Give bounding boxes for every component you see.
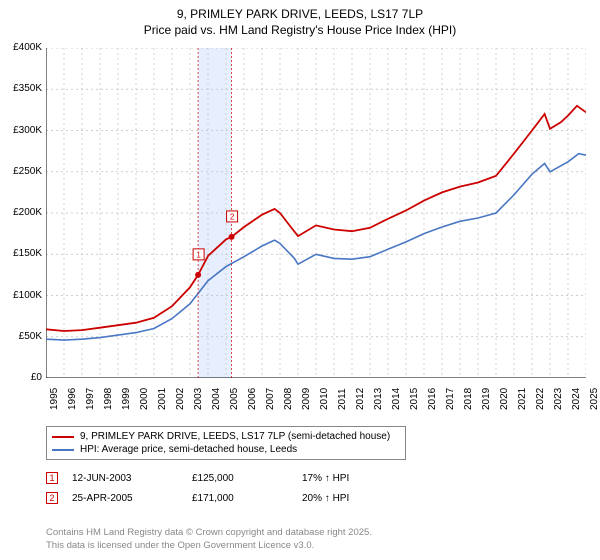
x-tick-label: 1996 bbox=[67, 388, 78, 410]
x-tick-label: 2012 bbox=[355, 388, 366, 410]
y-tick-label: £250K bbox=[2, 166, 42, 177]
x-tick-label: 2009 bbox=[301, 388, 312, 410]
x-tick-label: 2023 bbox=[553, 388, 564, 410]
sale-row: 1 12-JUN-2003£125,00017% ↑ HPI bbox=[46, 468, 382, 488]
legend-swatch bbox=[52, 436, 74, 438]
footer-attribution: Contains HM Land Registry data © Crown c… bbox=[46, 527, 372, 552]
legend-swatch bbox=[52, 449, 74, 451]
x-tick-label: 1998 bbox=[103, 388, 114, 410]
chart-plot-area: 12 bbox=[46, 48, 586, 378]
x-tick-label: 2014 bbox=[391, 388, 402, 410]
y-tick-label: £0 bbox=[2, 372, 42, 383]
title-line-2: Price paid vs. HM Land Registry's House … bbox=[0, 22, 600, 38]
legend-label: HPI: Average price, semi-detached house,… bbox=[80, 444, 297, 455]
y-tick-label: £50K bbox=[2, 331, 42, 342]
x-tick-label: 2002 bbox=[175, 388, 186, 410]
x-tick-label: 2025 bbox=[589, 388, 600, 410]
y-tick-label: £400K bbox=[2, 42, 42, 53]
x-tick-label: 2020 bbox=[499, 388, 510, 410]
legend: 9, PRIMLEY PARK DRIVE, LEEDS, LS17 7LP (… bbox=[46, 426, 406, 460]
x-tick-label: 2018 bbox=[463, 388, 474, 410]
sale-price: £171,000 bbox=[192, 493, 302, 504]
sale-marker-icon: 2 bbox=[46, 492, 58, 504]
x-tick-label: 1999 bbox=[121, 388, 132, 410]
x-tick-label: 2003 bbox=[193, 388, 204, 410]
chart-title: 9, PRIMLEY PARK DRIVE, LEEDS, LS17 7LP P… bbox=[0, 0, 600, 38]
x-tick-label: 2000 bbox=[139, 388, 150, 410]
x-axis-labels: 1995 1996 1997 1998 1999 2000 2001 2002 2003 2004… bbox=[46, 380, 586, 420]
x-tick-label: 2013 bbox=[373, 388, 384, 410]
x-tick-label: 2004 bbox=[211, 388, 222, 410]
x-tick-label: 2024 bbox=[571, 388, 582, 410]
x-tick-label: 2006 bbox=[247, 388, 258, 410]
legend-row: 9, PRIMLEY PARK DRIVE, LEEDS, LS17 7LP (… bbox=[52, 430, 400, 443]
title-line-1: 9, PRIMLEY PARK DRIVE, LEEDS, LS17 7LP bbox=[0, 6, 600, 22]
x-tick-label: 2016 bbox=[427, 388, 438, 410]
sale-price: £125,000 bbox=[192, 473, 302, 484]
x-tick-label: 2019 bbox=[481, 388, 492, 410]
x-tick-label: 2007 bbox=[265, 388, 276, 410]
y-tick-label: £300K bbox=[2, 125, 42, 136]
y-tick-label: £100K bbox=[2, 290, 42, 301]
x-tick-label: 2011 bbox=[337, 388, 348, 410]
x-tick-label: 2010 bbox=[319, 388, 330, 410]
legend-row: HPI: Average price, semi-detached house,… bbox=[52, 443, 400, 456]
footer-line-1: Contains HM Land Registry data © Crown c… bbox=[46, 527, 372, 539]
sale-pct: 20% ↑ HPI bbox=[302, 493, 382, 504]
x-tick-label: 2021 bbox=[517, 388, 528, 410]
footer-line-2: This data is licensed under the Open Gov… bbox=[46, 540, 372, 552]
y-tick-label: £150K bbox=[2, 248, 42, 259]
y-tick-label: £350K bbox=[2, 83, 42, 94]
x-tick-label: 2017 bbox=[445, 388, 456, 410]
sale-pct: 17% ↑ HPI bbox=[302, 473, 382, 484]
x-tick-label: 2022 bbox=[535, 388, 546, 410]
sale-marker-icon: 1 bbox=[46, 472, 58, 484]
x-tick-label: 2008 bbox=[283, 388, 294, 410]
y-tick-label: £200K bbox=[2, 207, 42, 218]
sale-date: 25-APR-2005 bbox=[72, 493, 192, 504]
legend-label: 9, PRIMLEY PARK DRIVE, LEEDS, LS17 7LP (… bbox=[80, 431, 390, 442]
svg-text:2: 2 bbox=[230, 212, 235, 221]
sale-row: 2 25-APR-2005£171,00020% ↑ HPI bbox=[46, 488, 382, 508]
sale-records: 1 12-JUN-2003£125,00017% ↑ HPI 2 25-APR-200… bbox=[46, 468, 382, 508]
x-tick-label: 1995 bbox=[49, 388, 60, 410]
x-tick-label: 2015 bbox=[409, 388, 420, 410]
x-tick-label: 2001 bbox=[157, 388, 168, 410]
sale-date: 12-JUN-2003 bbox=[72, 473, 192, 484]
svg-text:1: 1 bbox=[196, 250, 201, 259]
x-tick-label: 2005 bbox=[229, 388, 240, 410]
x-tick-label: 1997 bbox=[85, 388, 96, 410]
